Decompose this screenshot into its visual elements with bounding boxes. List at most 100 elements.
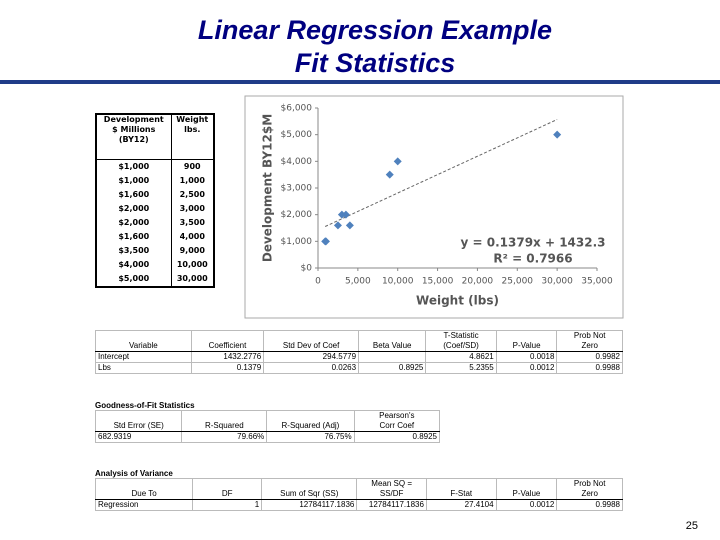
cell: 0.0012 [495,499,558,511]
fit-table: Std Error (SE) R-Squared R-Squared (Adj) Pe… [94,410,441,443]
header-cell: Due To [94,478,194,500]
header-cell: Beta Value [358,330,427,352]
cell: Lbs [95,362,192,374]
y-tick-label: $3,000 [281,184,313,194]
header-line: Zero [581,341,598,350]
cell: $3,500 [95,244,172,258]
cell: 0.9988 [556,362,623,374]
title-rule [0,80,720,84]
row: $1,000 900 [95,159,215,174]
data-table: Development $ Millions (BY12) Weight lbs. $1,… [95,113,215,288]
header-cell: R-Squared (Adj) [266,410,355,432]
cell: Intercept [95,351,192,363]
cell: 0.8925 [358,362,427,374]
row: Regression 1 12784117.1836 12784117.1836 27.… [94,499,623,511]
chart-frame [244,95,624,319]
header-line: T-Statistic [443,331,479,340]
anova-table: Due To DF Sum of Sqr (SS) Mean SQ = SS/DF F-S… [94,478,623,511]
header-cell: Std Dev of Coef [263,330,360,352]
cell: 4.8621 [425,351,497,363]
header-line: $ Millions [112,125,156,134]
header-cell: Prob Not Zero [556,478,623,500]
cell: $4,000 [95,258,172,272]
header-cell: Prob Not Zero [556,330,623,352]
row: 682.9319 79.66% 76.75% 0.8925 [94,431,441,443]
y-tick-label: $6,000 [281,104,313,114]
header-line: Due To [131,489,157,498]
x-tick-label: 15,000 [422,277,454,287]
point [553,130,562,139]
cell: $2,000 [95,216,172,230]
y-tick-label: $1,000 [281,237,313,247]
cell: 682.9319 [94,431,183,443]
point [341,210,350,219]
header-line: SS/DF [379,489,404,498]
title-line: Fit Statistics [294,48,456,78]
point [321,237,330,246]
x-tick-label: 20,000 [462,277,494,287]
cell: 0.0263 [263,362,360,374]
cell: 1 [192,499,263,511]
header-line: Prob Not [573,331,606,340]
y-axis-title: Development BY12$M [261,114,275,262]
header-line: lbs. [184,125,201,134]
header-line: Corr Coef [379,421,415,430]
cell: 12784117.1836 [356,499,427,511]
cell: $1,600 [95,188,172,202]
header-line: Std Dev of Coef [282,341,340,350]
header-row: Variable Coefficient Std Dev of Coef Beta V… [95,330,623,352]
cell: 0.0018 [495,351,558,363]
y-tick-label: $0 [301,264,313,274]
header-cell: Coefficient [190,330,265,352]
cell: $1,000 [95,174,172,188]
header-cell: T-Statistic (Coef/SD) [425,330,497,352]
header-line: Std Error (SE) [113,421,164,430]
cell: $1,000 [95,159,172,174]
y-tick-label: $4,000 [281,157,313,167]
section-label: Analysis of Variance [95,469,173,478]
coef-table: Variable Coefficient Std Dev of Coef Beta V… [95,330,623,374]
x-tick-label: 25,000 [502,277,534,287]
title-line: Linear Regression Example [197,15,553,45]
page-number: 25 [685,520,698,532]
header-line: Development [103,115,164,124]
point [345,221,354,230]
x-tick-label: 10,000 [382,277,414,287]
cell: 0.9988 [556,499,623,511]
section-label: Goodness-of-Fit Statistics [95,401,195,410]
header-cell: R-Squared [181,410,268,432]
header-line: DF [221,489,233,498]
cell: 0.1379 [190,362,265,374]
cell: 0.0012 [495,362,558,374]
cell [358,351,427,363]
cell: 9,000 [170,244,215,258]
point [393,157,402,166]
header-line: P-Value [512,489,541,498]
cell: 5.2355 [425,362,497,374]
row: $4,000 10,000 [95,258,215,272]
row: $1,600 2,500 [95,188,215,202]
row: $3,500 9,000 [95,244,215,258]
cell: 0.8925 [353,431,441,443]
header-row: Std Error (SE) R-Squared R-Squared (Adj) Pe… [94,410,441,432]
header-line: Zero [581,489,598,498]
row: $5,000 30,000 [95,272,215,287]
x-tick-label: 30,000 [541,277,573,287]
header-cell: Std Error (SE) [94,410,183,432]
cell: 10,000 [170,258,215,272]
header-cell: P-Value [495,478,558,500]
cell: 4,000 [170,230,215,244]
header-line: (Coef/SD) [443,341,479,350]
header-cell: Pearson's Corr Coef [353,410,441,432]
header-line: R-Squared (Adj) [281,421,340,430]
header-row: Due To DF Sum of Sqr (SS) Mean SQ = SS/DF F-S… [94,478,623,500]
header-line: Variable [129,341,158,350]
header-line: R-Squared [204,421,244,430]
row: $1,600 4,000 [95,230,215,244]
cell: $1,600 [95,230,172,244]
header-cell: DF [192,478,263,500]
header-cell: P-Value [495,330,558,352]
header-line: Sum of Sqr (SS) [280,489,339,498]
cell: 3,500 [170,216,215,230]
